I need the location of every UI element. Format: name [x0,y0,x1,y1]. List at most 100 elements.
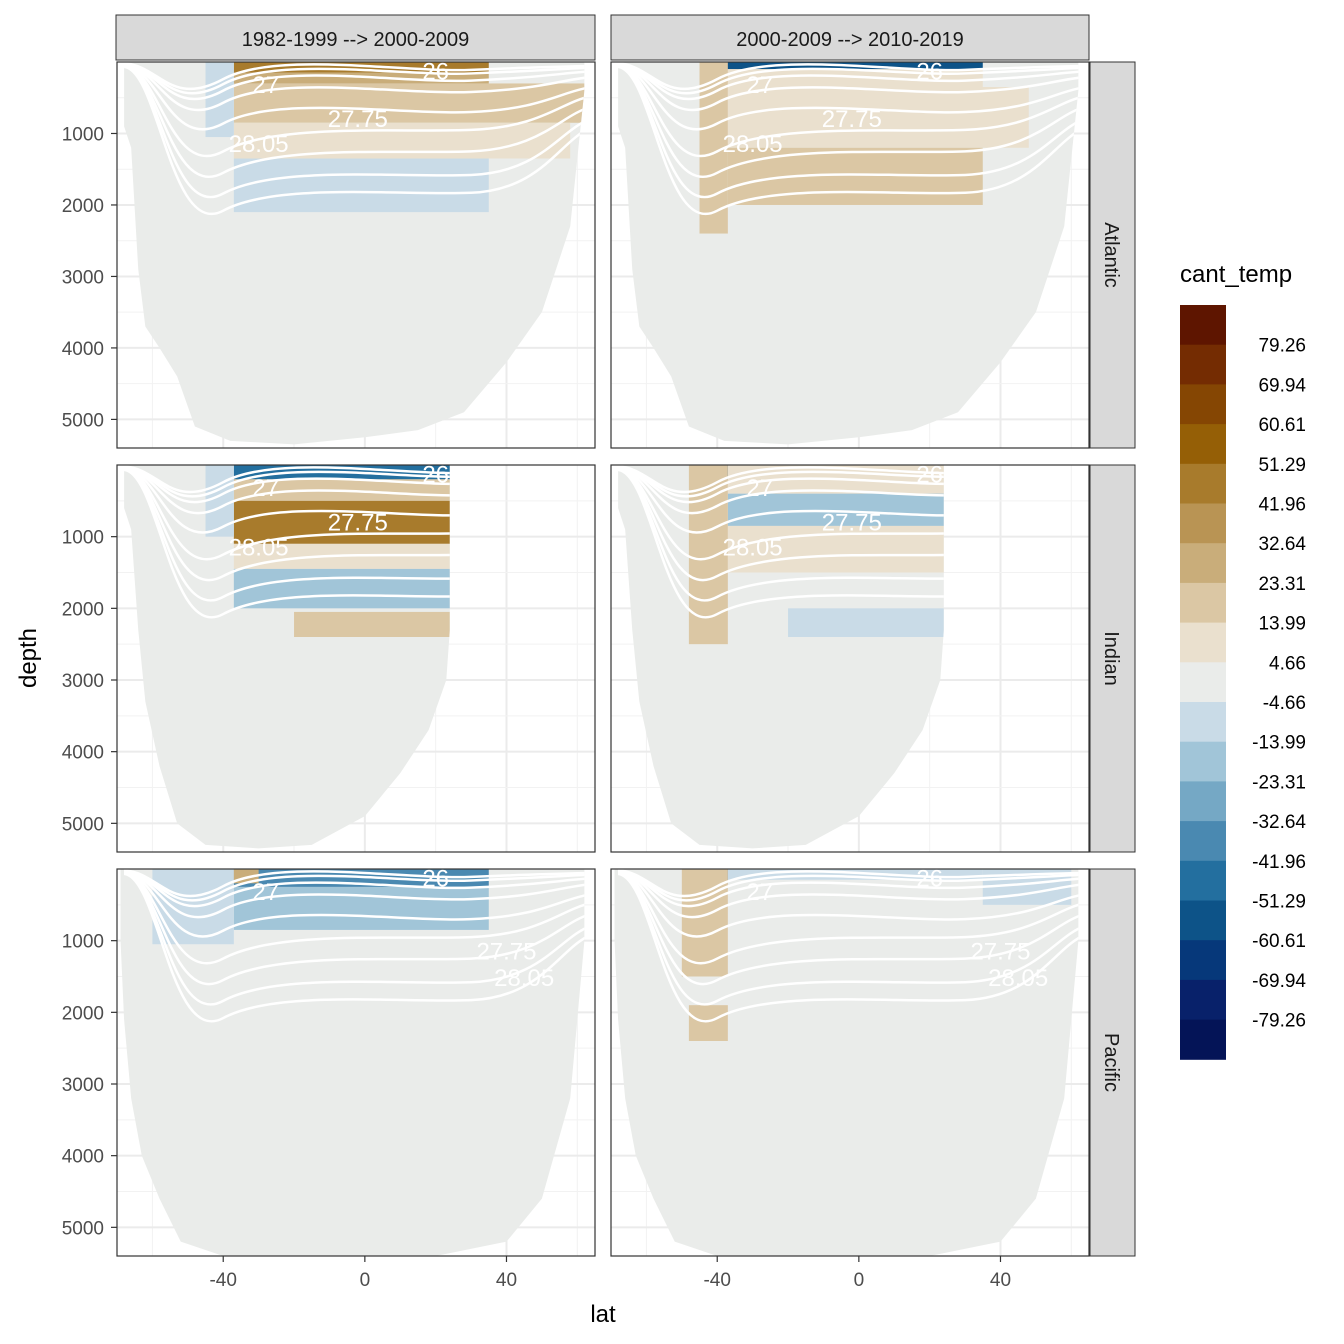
legend-label: 4.66 [1269,653,1306,674]
column-strip-1-label: 1982-1999 --> 2000-2009 [242,29,469,51]
row-strip-1-background [1089,61,1136,449]
panel-border [116,61,596,449]
isopycnal-contours [123,869,585,1023]
isopycnal-line [123,870,585,908]
row-strip-2-label: Indian [1100,631,1122,686]
isopycnal-line [618,63,1079,131]
legend-label: -4.66 [1263,693,1306,714]
isopycnal-line [618,65,1079,199]
column-strip-1-background [115,14,596,61]
legend-label: 69.94 [1258,375,1306,396]
value-band [681,869,728,977]
y-tick-label: 5000 [62,410,104,431]
isopycnal-label: 27.75 [328,509,388,536]
isopycnal-label: 26 [916,461,943,488]
x-tick-label: 0 [360,1270,371,1291]
legend-label: -60.61 [1252,931,1306,952]
legend-label: -51.29 [1252,892,1306,913]
legend-color-step [1180,384,1226,425]
isopycnal-line [618,64,1079,158]
isopycnal-line [124,467,450,561]
y-tick-label: 3000 [62,1075,104,1096]
row-strip-3-label: Pacific [1100,1033,1122,1092]
isopycnal-line [124,65,585,215]
isopycnal-line [123,872,585,1023]
isopycnal-line [124,62,585,91]
isopycnal-line [124,466,450,504]
legend-color-step [1180,622,1226,663]
row-strip-3-background [1089,868,1136,1257]
panel-atlantic-1: 26 27 27.75 28.05 [116,58,596,449]
legend-label: -41.96 [1252,852,1306,873]
isopycnal-contours [617,869,1079,1023]
isopycnal-line [124,468,450,619]
panel-border [610,61,1090,449]
panel-border [116,868,596,1257]
isopycnal-label: 26 [422,865,449,892]
isopycnal-line [124,869,585,898]
y-tick-label: 4000 [62,1147,104,1168]
legend-color-step [1180,305,1226,346]
x-axis-title: lat [590,1301,616,1328]
isopycnal-label: 27 [252,475,279,502]
legend-label: 51.29 [1258,455,1306,476]
legend-label: -23.31 [1252,772,1306,793]
legend-label: 13.99 [1258,614,1306,635]
isopycnal-line [124,65,585,199]
column-strips: 1982-1999 --> 2000-2009 2000-2009 --> 20… [115,14,1090,61]
isopycnal-line [124,468,450,602]
isopycnal-line [124,64,585,178]
isopycnal-label: 27 [252,879,279,906]
isopycnal-label: 27.75 [970,938,1030,965]
legend-color-step [1180,781,1226,822]
y-tick-label: 4000 [62,743,104,764]
x-tick-label: -40 [209,1270,236,1291]
legend: cant_temp 79.26 69.94 60.61 51.29 41.96 32.64… [1180,261,1306,1060]
isopycnal-label: 27.75 [822,509,882,536]
isopycnal-line [124,62,585,95]
isopycnal-line [618,467,944,561]
legend-label: -32.64 [1252,812,1306,833]
isopycnal-line [123,871,585,965]
value-band [727,87,1029,148]
ocean-section [614,869,1079,1256]
isopycnal-line [618,64,1079,178]
isopycnal-label: 27.75 [328,106,388,133]
legend-labels: 79.26 69.94 60.61 51.29 41.96 32.64 23.31 13.99… [1252,336,1306,1032]
y-tick-label: 3000 [62,671,104,692]
legend-label: 60.61 [1258,415,1306,436]
isopycnal-line [617,871,1079,986]
y-tick-label: 1000 [62,124,104,145]
isopycnal-line [617,871,1079,965]
legend-color-step [1180,860,1226,901]
legend-color-step [1180,702,1226,743]
isopycnal-line [124,467,450,582]
legend-label: -13.99 [1252,733,1306,754]
isopycnal-line [618,467,944,582]
isopycnal-line [618,869,1079,898]
value-band [688,1005,728,1041]
isopycnal-line [124,63,585,131]
isopycnal-label: 26 [422,58,449,85]
legend-color-step [1180,900,1226,941]
isopycnal-line [618,63,1079,101]
panels: 262727.7528.05262727.7528.05262727.7528.… [116,58,1090,1257]
isopycnal-line [617,870,1079,938]
y-axis-title: depth [15,628,42,688]
y-tick-label: 2000 [62,1003,104,1024]
isopycnal-line [123,870,585,938]
value-band [788,608,944,637]
isopycnal-label: 28.05 [229,131,289,158]
x-tick-label: 40 [990,1270,1011,1291]
isopycnal-line [123,871,585,986]
legend-color-step [1180,1019,1226,1060]
isopycnal-contours [124,465,450,619]
legend-colorbar [1180,305,1226,1060]
x-axis-ticks: -40 0 40 -40 0 40 [209,1256,1011,1291]
y-tick-label: 5000 [62,814,104,835]
x-tick-label: -40 [703,1270,730,1291]
isopycnal-contours [124,62,585,215]
isopycnal-label: 26 [916,865,943,892]
value-band [233,886,489,930]
